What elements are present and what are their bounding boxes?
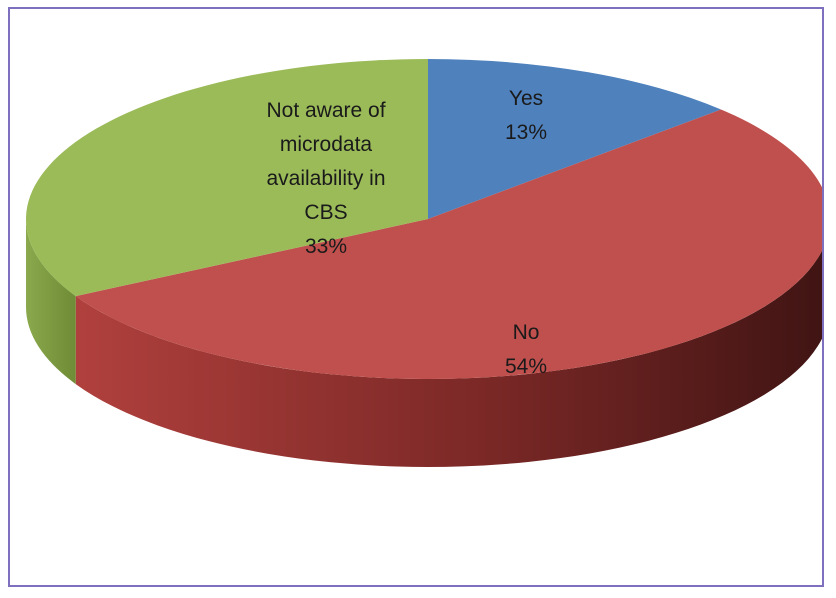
slice-no-side xyxy=(75,250,822,467)
slice-no-label: No 54% xyxy=(505,321,547,378)
slice-not-side xyxy=(26,219,76,385)
slice-yes-label: Yes 13% xyxy=(505,87,547,144)
chart-frame: Yes 13% No 54% Not aware of microdata availabi… xyxy=(8,7,824,587)
pie-chart: Yes 13% No 54% Not aware of microdata availabi… xyxy=(26,59,822,467)
slice-yes-top xyxy=(428,59,722,219)
slice-no-top xyxy=(75,109,822,379)
slice-not-top xyxy=(26,59,428,297)
slice-not-label: Not aware of microdata availability in CBS 3… xyxy=(266,99,385,258)
